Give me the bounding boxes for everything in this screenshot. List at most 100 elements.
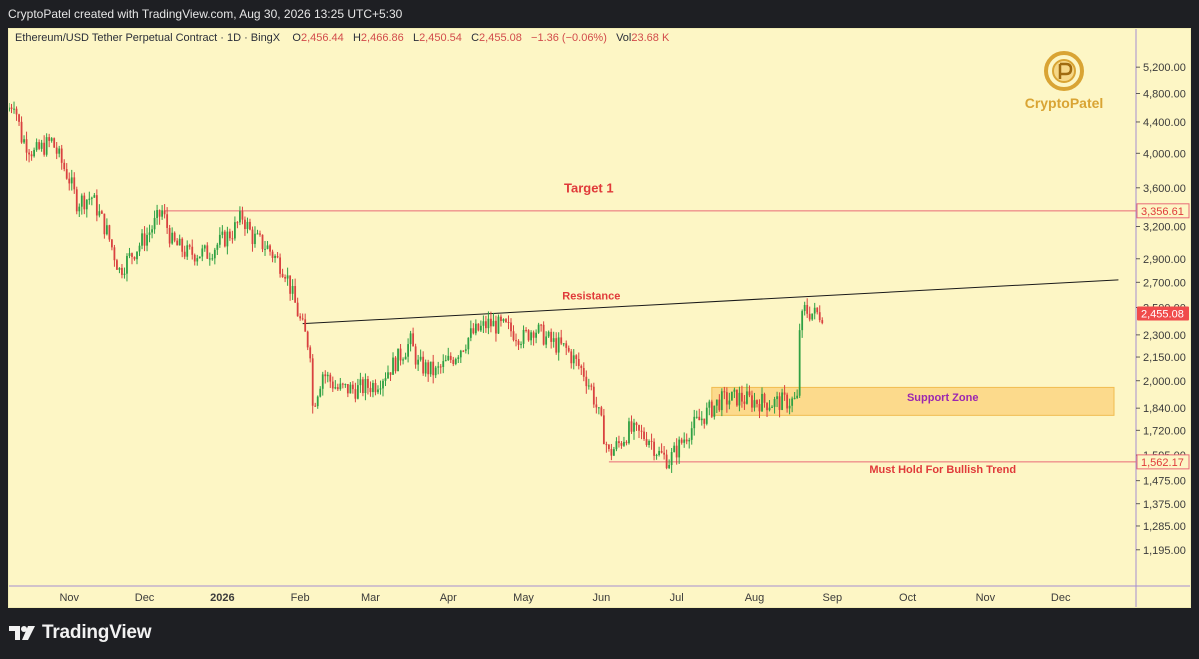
- chart-panel[interactable]: Target 1 Resistance Support Zone Must Hold …: [8, 28, 1191, 608]
- candle-body-2026-05-03: [527, 330, 530, 341]
- candle-body-2026-07-15: [710, 401, 713, 417]
- candle-body-2025-11-21: [118, 267, 121, 270]
- candle-body-2025-11-24: [126, 255, 128, 274]
- credit-text: CryptoPatel created with TradingView.com…: [8, 7, 403, 21]
- candle-body-2026-02-22: [351, 384, 354, 390]
- candle-body-2026-08-26: [816, 307, 819, 313]
- candle-body-2025-10-16: [28, 152, 30, 155]
- candle-body-2026-04-21: [497, 316, 500, 334]
- candle-body-2026-01-18: [264, 248, 266, 250]
- candle-body-2025-10-10: [13, 108, 15, 110]
- y-tick-label-12: 1,840.00: [1143, 403, 1186, 415]
- candle-body-2026-01-26: [284, 277, 287, 279]
- candle-body-2026-01-31: [296, 302, 299, 317]
- candle-body-2026-04-20: [495, 320, 497, 334]
- candle-body-2026-05-01: [522, 329, 525, 344]
- candle-body-2025-10-20: [38, 142, 41, 149]
- candle-body-2026-01-07: [236, 222, 239, 224]
- candle-body-2026-07-11: [700, 418, 703, 421]
- candle-body-2026-07-23: [730, 391, 733, 401]
- candle-body-2025-11-28: [136, 251, 138, 260]
- tradingview-logo-icon: [9, 626, 35, 640]
- candle-body-2026-07-28: [743, 401, 746, 404]
- tradingview-wordmark: TradingView: [42, 622, 152, 643]
- candle-body-2026-04-10: [469, 328, 472, 338]
- candle-body-2026-06-30: [673, 445, 676, 453]
- candle-body-2025-11-23: [123, 273, 126, 275]
- candle-body-2026-05-19: [567, 347, 570, 352]
- candle-body-2026-01-24: [279, 257, 281, 274]
- candle-body-2026-08-18: [796, 395, 799, 398]
- high-label: H: [352, 32, 361, 44]
- x-tick-label-4: Mar: [361, 592, 380, 604]
- candle-body-2026-03-18: [412, 333, 415, 347]
- x-tick-label-13: Dec: [1051, 592, 1071, 604]
- candle-body-2026-07-05: [685, 439, 688, 442]
- candle-body-2025-12-11: [168, 227, 171, 244]
- candle-body-2026-08-09: [773, 399, 776, 407]
- high-value: 2,466.86: [360, 32, 404, 44]
- candle-body-2025-11-10: [90, 197, 93, 199]
- candle-body-2026-07-16: [713, 405, 716, 417]
- candle-body-2026-04-11: [472, 328, 475, 334]
- candle-body-2026-02-01: [299, 316, 302, 319]
- candle-body-2026-07-06: [688, 439, 691, 442]
- level-price-badge-border-1: [1136, 454, 1190, 470]
- candle-body-2026-02-25: [359, 379, 362, 386]
- candle-body-2025-10-13: [20, 121, 23, 143]
- candle-body-2026-06-09: [620, 443, 623, 446]
- candle-body-2026-03-05: [379, 388, 382, 390]
- candle-body-2026-04-12: [474, 323, 477, 334]
- candle-body-2026-03-15: [404, 356, 407, 360]
- candle-body-2025-10-23: [45, 137, 48, 155]
- candle-body-2026-07-30: [748, 391, 751, 396]
- candle-body-2026-06-02: [602, 415, 605, 445]
- candle-body-2026-06-14: [633, 422, 635, 432]
- candle-body-2026-04-22: [500, 316, 502, 322]
- candle-body-2026-02-06: [311, 358, 314, 406]
- candle-body-2026-07-22: [728, 400, 731, 405]
- candle-body-2026-03-30: [442, 361, 445, 367]
- candle-body-2026-03-28: [437, 366, 440, 368]
- candle-body-2026-08-15: [788, 405, 791, 409]
- candle-body-2026-08-24: [811, 313, 814, 320]
- candle-body-2025-11-22: [121, 267, 123, 275]
- candle-body-2026-03-26: [432, 361, 435, 376]
- candle-body-2026-05-24: [580, 365, 583, 369]
- candle-body-2025-10-24: [48, 137, 51, 141]
- candle-body-2026-03-06: [382, 380, 384, 389]
- candle-body-2026-05-21: [572, 355, 575, 364]
- candle-body-2026-03-16: [407, 344, 409, 357]
- candle-body-2026-07-07: [690, 428, 693, 440]
- candle-body-2025-10-27: [55, 147, 58, 154]
- y-tick-label-4: 3,600.00: [1143, 183, 1186, 195]
- candle-body-2025-12-14: [176, 240, 179, 246]
- candle-body-2026-04-09: [467, 337, 470, 350]
- candle-body-2026-03-11: [394, 357, 397, 372]
- candle-body-2025-11-20: [116, 260, 118, 270]
- candle-body-2025-10-19: [35, 142, 38, 150]
- candle-body-2026-01-29: [291, 286, 294, 294]
- candle-body-2026-01-13: [251, 229, 254, 245]
- candle-body-2026-05-18: [565, 343, 568, 348]
- candle-body-2026-06-04: [607, 444, 610, 450]
- candle-body-2025-12-05: [153, 217, 156, 230]
- candle-body-2026-02-27: [364, 379, 367, 394]
- candle-body-2026-03-08: [387, 372, 389, 379]
- candle-body-2026-05-29: [592, 386, 595, 405]
- candle-body-2025-12-10: [166, 214, 169, 228]
- candle-body-2025-10-09: [10, 107, 13, 109]
- candle-body-2026-01-02: [223, 231, 226, 247]
- logo-text: CryptoPatel: [1024, 95, 1104, 111]
- y-tick-label-16: 1,375.00: [1143, 499, 1186, 511]
- candle-body-2025-12-21: [193, 254, 196, 262]
- candle-body-2025-12-24: [201, 248, 204, 257]
- candle-body-2026-04-05: [457, 357, 460, 359]
- candle-body-2026-07-20: [723, 391, 726, 393]
- y-tick-label-18: 1,195.00: [1143, 545, 1186, 557]
- price-chart[interactable]: Target 1 Resistance Support Zone Must Hold …: [9, 29, 1190, 607]
- candle-body-2026-01-08: [239, 211, 241, 223]
- x-tick-label-10: Sep: [822, 592, 842, 604]
- candle-body-2026-02-17: [339, 383, 342, 390]
- x-tick-label-8: Jul: [670, 592, 684, 604]
